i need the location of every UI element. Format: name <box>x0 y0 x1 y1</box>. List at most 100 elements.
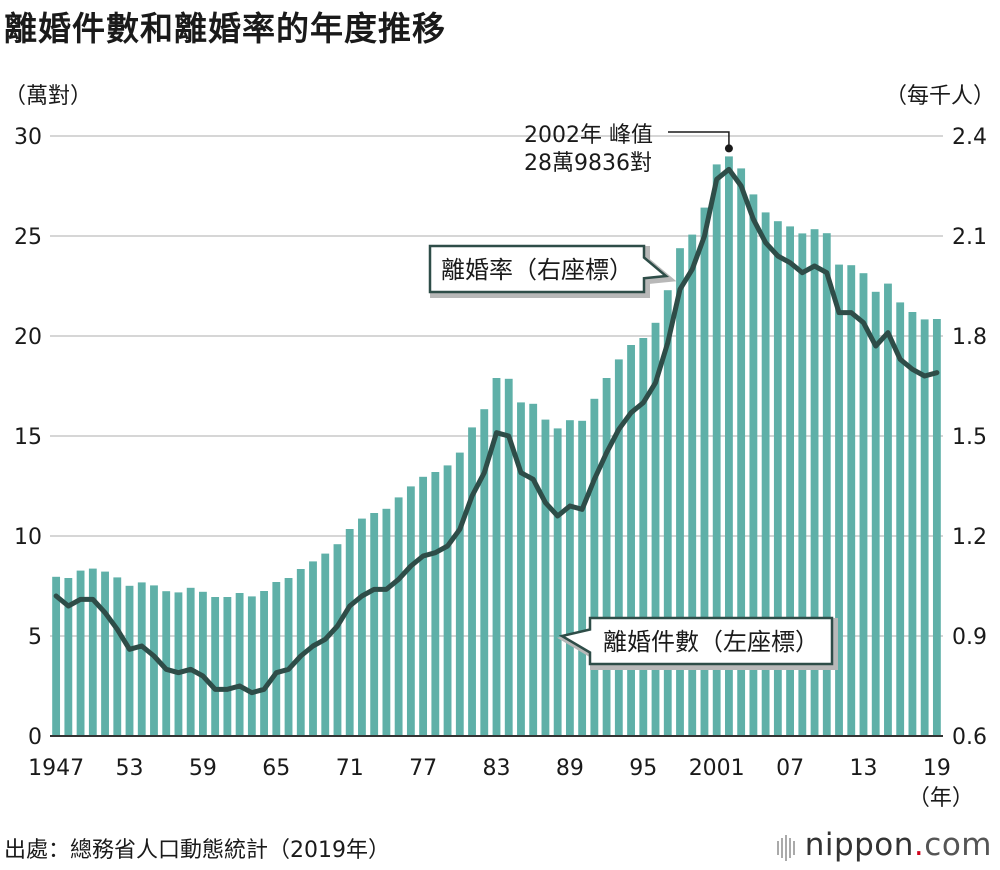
rate-point <box>506 433 511 439</box>
bar <box>761 212 770 736</box>
rate-point <box>653 380 658 385</box>
rate-point <box>310 643 316 649</box>
bar <box>406 486 415 736</box>
bar <box>565 420 574 736</box>
rate-point <box>335 623 340 629</box>
logo-bars-icon <box>776 829 797 865</box>
bar <box>749 194 758 736</box>
rate-point <box>641 400 646 405</box>
rate-point <box>102 610 108 615</box>
rate-point <box>396 577 401 582</box>
rate-point <box>690 267 695 272</box>
bar <box>822 233 831 736</box>
rate-point <box>66 603 71 609</box>
bar <box>529 403 538 736</box>
rate-point <box>873 343 878 349</box>
rate-point <box>934 370 940 375</box>
bar <box>871 291 880 736</box>
bar <box>627 345 635 736</box>
rate-point <box>824 270 829 275</box>
right-tick-label: 0.6 <box>952 725 987 750</box>
rate-point <box>910 367 915 372</box>
rate-point <box>836 310 842 315</box>
bar <box>480 409 489 736</box>
left-tick-label: 15 <box>14 425 42 450</box>
bar <box>651 322 660 736</box>
bar <box>333 544 342 736</box>
bar <box>639 338 648 736</box>
x-tick-label: 77 <box>409 756 437 781</box>
source-note: 出處：總務省人口動態統計（2019年） <box>4 838 390 863</box>
bar <box>676 248 684 736</box>
left-tick-label: 25 <box>14 225 42 250</box>
bar <box>174 592 183 736</box>
rate-point <box>127 647 132 652</box>
bar <box>443 465 452 736</box>
callout-box <box>428 244 670 294</box>
rate-point <box>323 637 328 642</box>
rate-point <box>433 550 438 555</box>
bar <box>125 585 134 736</box>
bar <box>700 207 709 737</box>
rate-point <box>261 687 267 692</box>
rate-point <box>812 263 817 269</box>
x-tick-label: 59 <box>189 756 217 781</box>
bar <box>162 591 171 736</box>
rate-point <box>665 340 670 345</box>
bar <box>920 319 929 736</box>
bar <box>64 578 73 736</box>
rate-point <box>616 427 622 432</box>
rate-point <box>176 670 181 675</box>
rate-point <box>286 667 291 672</box>
nippon-logo: nippon.com <box>776 827 992 865</box>
x-tick-label: 95 <box>629 756 657 781</box>
bar <box>578 420 587 736</box>
logo-dot: . <box>913 827 925 863</box>
rate-point <box>885 330 891 335</box>
rate-point <box>518 470 524 475</box>
rate-point <box>359 593 365 599</box>
right-axis-unit: （每千人） <box>885 84 995 109</box>
bar <box>321 553 330 736</box>
rate-point <box>53 593 59 599</box>
left-tick-label: 10 <box>14 525 42 550</box>
rate-point <box>139 643 144 649</box>
x-tick-label: 2001 <box>689 756 745 781</box>
rate-point <box>445 543 450 549</box>
bar <box>725 156 733 736</box>
x-tick-label: 19 <box>923 756 951 781</box>
bar-series <box>52 156 941 737</box>
logo-tld: com <box>924 827 992 863</box>
rate-point <box>849 310 854 315</box>
rate-point <box>298 653 303 659</box>
rate-point <box>897 357 903 362</box>
bar <box>76 570 85 736</box>
bar <box>284 578 293 736</box>
rate-point <box>115 627 120 632</box>
rate-point <box>726 167 732 172</box>
rate-point <box>677 287 683 292</box>
chart: 0 5 10 15 20 25 30 0.6 0.9 1.2 1.5 1.8 2.1 2.4 （萬對） （每千… <box>4 84 995 811</box>
logo-main: nippon <box>804 827 914 863</box>
axes: 0 5 10 15 20 25 30 0.6 0.9 1.2 1.5 1.8 2.1 2.4 （萬對） （每千… <box>4 84 995 811</box>
bar <box>859 273 868 736</box>
peak-label-line2: 28萬9836對 <box>524 151 652 176</box>
bar <box>137 582 146 736</box>
peak-label-line1: 2002年 峰值 <box>524 123 653 148</box>
rate-point <box>861 320 866 325</box>
rate-point <box>800 270 805 275</box>
rate-point <box>702 233 707 239</box>
bar <box>211 597 220 736</box>
rate-point <box>90 597 96 602</box>
bar <box>272 582 281 736</box>
bar <box>884 283 892 736</box>
rate-point <box>567 503 573 509</box>
x-tick-label: 1947 <box>28 756 84 781</box>
bar <box>896 302 905 736</box>
bar <box>590 398 599 736</box>
callout-text: 離婚率（右座標） <box>441 256 633 284</box>
rate-point <box>738 183 744 189</box>
rate-point <box>78 597 83 602</box>
left-tick-label: 0 <box>28 725 42 750</box>
